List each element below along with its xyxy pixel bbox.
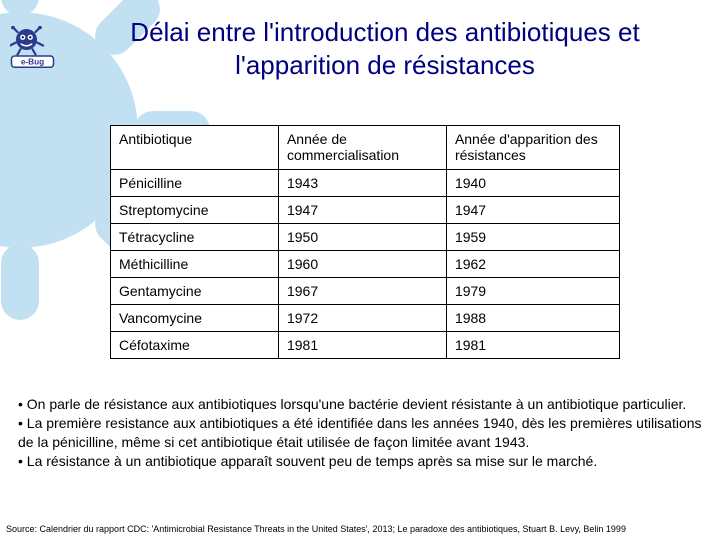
cell: 1960	[278, 251, 446, 278]
table-row: Vancomycine 1972 1988	[111, 305, 620, 332]
antibiotics-table: Antibiotique Année de commercialisation …	[110, 125, 620, 359]
title-line-1: Délai entre l'introduction des antibioti…	[130, 17, 639, 47]
bullet-item: La première resistance aux antibiotiques…	[18, 415, 702, 450]
cell: 1979	[446, 278, 619, 305]
cell: Tétracycline	[111, 224, 279, 251]
cell: Gentamycine	[111, 278, 279, 305]
bullet-list: • On parle de résistance aux antibiotiqu…	[18, 395, 702, 471]
cell: Streptomycine	[111, 197, 279, 224]
cell: 1967	[278, 278, 446, 305]
cell: 1947	[278, 197, 446, 224]
cell: 1981	[278, 332, 446, 359]
col-header-0: Antibiotique	[111, 126, 279, 170]
bullet-item: On parle de résistance aux antibiotiques…	[27, 396, 687, 412]
col-header-1: Année de commercialisation	[278, 126, 446, 170]
cell: 1943	[278, 170, 446, 197]
table-row: Tétracycline 1950 1959	[111, 224, 620, 251]
table-row: Méthicilline 1960 1962	[111, 251, 620, 278]
cell: 1959	[446, 224, 619, 251]
col-header-2: Année d'apparition des résistances	[446, 126, 619, 170]
ebug-logo: e-Bug	[10, 26, 70, 68]
bullet-item: La résistance à un antibiotique apparaît…	[27, 453, 597, 469]
table-row: Gentamycine 1967 1979	[111, 278, 620, 305]
cell: Céfotaxime	[111, 332, 279, 359]
table-row: Céfotaxime 1981 1981	[111, 332, 620, 359]
cell: Méthicilline	[111, 251, 279, 278]
table-row: Pénicilline 1943 1940	[111, 170, 620, 197]
cell: 1972	[278, 305, 446, 332]
slide-title: Délai entre l'introduction des antibioti…	[80, 16, 690, 81]
cell: Pénicilline	[111, 170, 279, 197]
table-row: Streptomycine 1947 1947	[111, 197, 620, 224]
logo-text: e-Bug	[21, 57, 44, 66]
cell: 1947	[446, 197, 619, 224]
table-header-row: Antibiotique Année de commercialisation …	[111, 126, 620, 170]
cell: 1962	[446, 251, 619, 278]
cell: 1940	[446, 170, 619, 197]
cell: 1981	[446, 332, 619, 359]
cell: 1950	[278, 224, 446, 251]
title-line-2: l'apparition de résistances	[235, 50, 535, 80]
cell: Vancomycine	[111, 305, 279, 332]
source-citation: Source: Calendrier du rapport CDC: 'Anti…	[6, 524, 714, 534]
cell: 1988	[446, 305, 619, 332]
